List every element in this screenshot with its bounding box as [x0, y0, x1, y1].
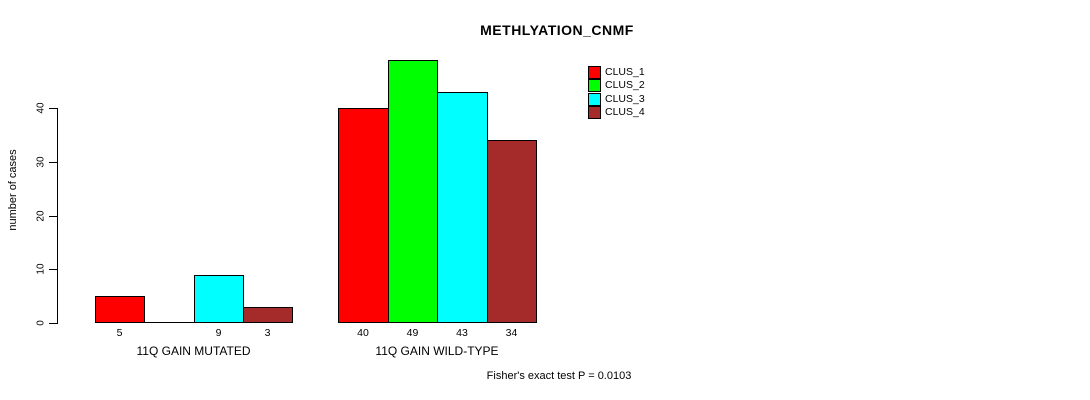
bar	[194, 275, 244, 323]
legend-label: CLUS_2	[605, 79, 645, 92]
bar-value-label: 40	[357, 327, 369, 339]
legend: CLUS_1 CLUS_2 CLUS_3 CLUS_4	[588, 66, 645, 120]
y-tick-label: 40	[35, 102, 47, 114]
bar-value-label: 9	[215, 327, 222, 339]
bar	[95, 296, 145, 323]
y-axis-tick	[49, 323, 57, 324]
y-axis-line	[57, 108, 58, 324]
bar-value-label: 49	[406, 327, 419, 339]
y-tick-label: 20	[35, 210, 47, 222]
group-label: 11Q GAIN WILD-TYPE	[375, 344, 499, 358]
bar	[338, 108, 389, 323]
bar-value-label: 5	[116, 327, 123, 339]
legend-swatch	[588, 66, 601, 80]
legend-item: CLUS_2	[588, 79, 645, 93]
legend-item: CLUS_3	[588, 92, 645, 106]
bar-value-label: 3	[264, 327, 271, 339]
y-axis-tick	[49, 269, 57, 270]
y-axis-tick	[49, 108, 57, 109]
group-label: 11Q GAIN MUTATED	[136, 344, 251, 358]
legend-label: CLUS_3	[605, 92, 645, 105]
y-axis-tick	[49, 216, 57, 217]
legend-swatch	[588, 106, 601, 120]
bar	[243, 307, 293, 323]
bar	[388, 60, 438, 323]
y-tick-label: 30	[35, 156, 47, 168]
legend-label: CLUS_4	[605, 106, 645, 119]
legend-item: CLUS_4	[588, 106, 645, 120]
y-tick-label: 10	[35, 263, 47, 275]
bar-value-label: 43	[456, 327, 468, 339]
y-axis-tick	[49, 162, 57, 163]
bar	[437, 92, 488, 323]
y-tick-label: 0	[35, 320, 47, 326]
y-axis-title: number of cases	[7, 149, 19, 231]
bar-value-label: 34	[505, 327, 518, 339]
bar	[487, 140, 537, 323]
legend-item: CLUS_1	[588, 66, 645, 80]
legend-label: CLUS_1	[605, 66, 645, 79]
bar	[144, 322, 195, 323]
legend-swatch	[588, 92, 601, 106]
legend-swatch	[588, 79, 601, 93]
footnote: Fisher's exact test P = 0.0103	[486, 370, 632, 382]
chart-title: METHLYATION_CNMF	[480, 22, 634, 38]
